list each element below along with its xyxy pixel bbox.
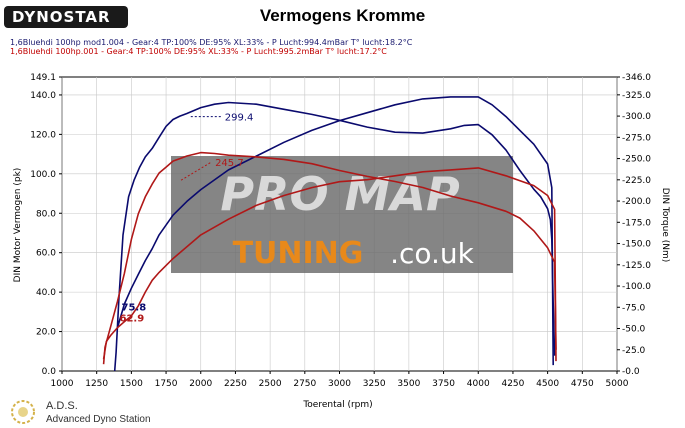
x-tick-label: 4750: [571, 379, 594, 389]
y2-tick-label: -175.0: [622, 218, 651, 228]
y2-tick-label: -225.0: [622, 176, 651, 186]
y2-tick-label: -125.0: [622, 261, 651, 271]
run-header-modified: 1,6Bluehdi 100hp mod1.004 - Gear:4 TP:10…: [10, 38, 413, 47]
watermark-line2b: .co.uk: [390, 237, 475, 270]
annotation-label: 299.4: [225, 113, 254, 124]
y2-tick-label: -0.0: [622, 367, 640, 377]
x-tick-label: 2250: [224, 379, 247, 389]
y2-tick-label: -200.0: [622, 197, 651, 207]
y2-tick-label: -150.0: [622, 240, 651, 250]
y-tick-label: 120.0: [30, 130, 56, 140]
x-tick-label: 1000: [51, 379, 74, 389]
y2-tick-label: -275.0: [622, 133, 651, 143]
dynostar-logo: DYNOSTAR: [4, 6, 128, 28]
y2-tick-label: -25.0: [622, 346, 646, 356]
logo-text: DYNOSTAR: [12, 8, 111, 26]
y-tick-label: 100.0: [30, 170, 56, 180]
chart-grid: [61, 76, 618, 372]
annotation-layer: 299.4 245.7 75.862.9: [120, 113, 254, 325]
y2-tick-label: -75.0: [622, 303, 646, 313]
x-tick-label: 3000: [328, 379, 351, 389]
series-line-stock_power: [102, 167, 557, 362]
annotation-label: 245.7: [215, 158, 244, 169]
series-line-stock_torque: [102, 151, 557, 365]
y-tick-label: 20.0: [36, 328, 56, 338]
watermark-line2a: TUNING: [233, 236, 364, 271]
y-tick-label: 60.0: [36, 249, 56, 259]
y2-axis-label: DIN Torque (Nm): [660, 188, 670, 263]
series-line-mod_power: [116, 96, 554, 366]
x-tick-label: 3750: [432, 379, 455, 389]
x-tick-label: 4000: [467, 379, 490, 389]
y2-tick-label: -100.0: [622, 282, 651, 292]
y-tick-label: 0.0: [42, 367, 57, 377]
x-tick-label: 1250: [85, 379, 108, 389]
footer-subtitle: Advanced Dyno Station: [46, 414, 151, 425]
y2-tick-label: -325.0: [622, 91, 651, 101]
watermark-line1: PRO MAP: [220, 167, 460, 221]
x-tick-label: 2750: [293, 379, 316, 389]
annotation-label: 62.9: [120, 314, 145, 325]
x-tick-label: 4500: [536, 379, 559, 389]
x-tick-label: 1750: [155, 379, 178, 389]
watermark: PRO MAP TUNING .co.uk: [171, 156, 513, 273]
x-tick-label: 2500: [259, 379, 282, 389]
y2-tick-label: -250.0: [622, 155, 651, 165]
y2-tick-label: -50.0: [622, 325, 646, 335]
watermark-box: [171, 156, 513, 273]
x-tick-label: 1500: [120, 379, 143, 389]
chart-title: Vermogens Kromme: [259, 6, 426, 25]
x-tick-label: 3500: [397, 379, 420, 389]
annotation-leader: [180, 161, 212, 181]
x-tick-label: 4250: [501, 379, 524, 389]
series-layer: [102, 96, 557, 372]
footer-title: A.D.S.: [46, 400, 78, 412]
x-tick-label: 3250: [363, 379, 386, 389]
x-tick-label: 5000: [606, 379, 629, 389]
y-tick-label: 149.1: [30, 73, 56, 83]
ads-logo-icon: [11, 400, 35, 424]
x-tick-label: 2000: [189, 379, 212, 389]
y-axis-label: DIN Motor Vermogen (pk): [13, 168, 23, 283]
y-tick-label: 40.0: [36, 288, 56, 298]
y2-tick-label: -346.0: [622, 73, 651, 83]
annotation-label: 75.8: [122, 303, 147, 314]
run-header-stock: 1,6Bluehdi 100hp.001 - Gear:4 TP:100% DE…: [10, 47, 387, 56]
axes-layer: 1000 1250 1500 1750 2000 2250 2500 2750 3000 3250…: [30, 73, 651, 389]
series-line-mod_torque: [113, 101, 556, 372]
x-axis-label: Toerental (rpm): [302, 400, 372, 410]
y-tick-label: 140.0: [30, 91, 56, 101]
y-tick-label: 80.0: [36, 209, 56, 219]
y2-tick-label: -300.0: [622, 112, 651, 122]
